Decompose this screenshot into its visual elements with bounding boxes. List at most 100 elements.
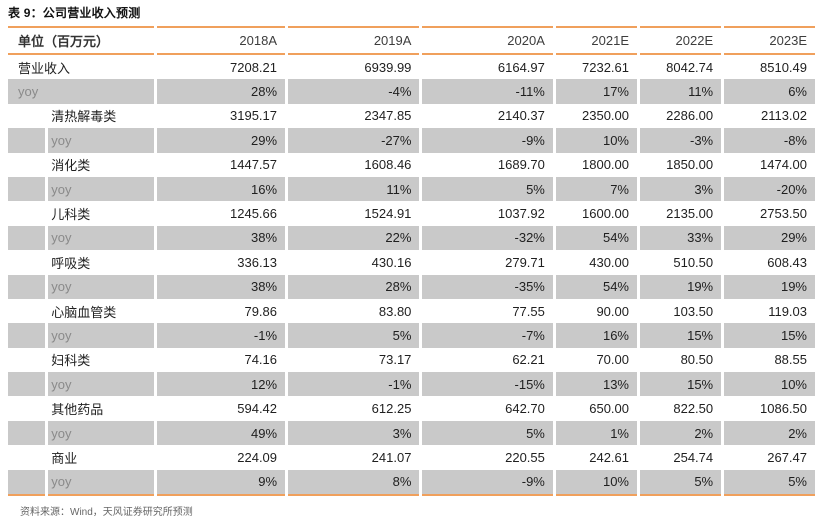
row-label: 呼吸类 xyxy=(48,250,154,275)
yoy-row: yoy 38% 22% -32% 54% 33% 29% xyxy=(8,225,815,251)
value-cell: 2113.02 xyxy=(724,103,815,129)
indent-cell xyxy=(8,347,46,373)
value-row: 清热解毒类 3195.17 2347.85 2140.37 2350.00 2286.00… xyxy=(8,103,815,129)
value-cell: 224.09 xyxy=(156,445,286,470)
value-cell: 6164.97 xyxy=(422,55,553,80)
value-cell: 1447.57 xyxy=(156,152,286,177)
value-cell: 241.07 xyxy=(288,445,420,470)
yoy-row: yoy 49% 3% 5% 1% 2% 2% xyxy=(8,420,815,446)
row-label: 营业收入 xyxy=(8,55,154,80)
header-row: 单位（百万元） 2018A 2019A 2020A 2021E 2022E 20… xyxy=(8,26,815,55)
value-cell: 267.47 xyxy=(724,445,815,470)
value-cell: -8% xyxy=(724,128,815,153)
column-header-2023e: 2023E xyxy=(724,26,815,55)
value-cell: 5% xyxy=(422,420,553,446)
value-cell: 1850.00 xyxy=(640,152,722,177)
value-cell: 17% xyxy=(555,79,637,104)
value-cell: 7232.61 xyxy=(555,55,637,80)
value-cell: 2% xyxy=(724,420,815,446)
row-label: 妇科类 xyxy=(48,347,154,373)
indent-cell xyxy=(8,372,46,397)
value-row: 呼吸类 336.13 430.16 279.71 430.00 510.50 608.43 xyxy=(8,250,815,275)
row-label: 消化类 xyxy=(48,152,154,177)
value-cell: 1245.66 xyxy=(156,201,286,226)
value-cell: 29% xyxy=(156,128,286,153)
row-label: yoy xyxy=(48,274,154,299)
value-cell: -1% xyxy=(156,323,286,348)
value-cell: 19% xyxy=(640,274,722,299)
value-cell: 103.50 xyxy=(640,298,722,324)
row-label: yoy xyxy=(48,128,154,153)
row-label: yoy xyxy=(48,225,154,251)
value-cell: 5% xyxy=(640,469,722,497)
value-cell: 279.71 xyxy=(422,250,553,275)
yoy-row: yoy 38% 28% -35% 54% 19% 19% xyxy=(8,274,815,299)
source-note: 资料来源：Wind，天风证券研究所预测 xyxy=(20,507,193,519)
value-cell: -9% xyxy=(422,128,553,153)
value-cell: 88.55 xyxy=(724,347,815,373)
value-cell: 5% xyxy=(422,176,553,202)
value-cell: 1524.91 xyxy=(288,201,420,226)
value-cell: 10% xyxy=(555,469,637,497)
value-cell: 28% xyxy=(288,274,420,299)
row-label: yoy xyxy=(48,323,154,348)
value-cell: -15% xyxy=(422,372,553,397)
value-cell: 1600.00 xyxy=(555,201,637,226)
row-label: yoy xyxy=(48,420,154,446)
value-cell: 430.16 xyxy=(288,250,420,275)
value-row: 营业收入 7208.21 6939.99 6164.97 7232.61 8042.74 8… xyxy=(8,55,815,80)
value-cell: 2% xyxy=(640,420,722,446)
value-cell: 33% xyxy=(640,225,722,251)
indent-cell xyxy=(8,323,46,348)
value-cell: 54% xyxy=(555,225,637,251)
value-cell: 83.80 xyxy=(288,298,420,324)
value-cell: 5% xyxy=(288,323,420,348)
value-cell: -32% xyxy=(422,225,553,251)
value-cell: 79.86 xyxy=(156,298,286,324)
indent-cell xyxy=(8,298,46,324)
value-cell: 2347.85 xyxy=(288,103,420,129)
value-cell: 220.55 xyxy=(422,445,553,470)
value-cell: 8042.74 xyxy=(640,55,722,80)
indent-cell xyxy=(8,225,46,251)
value-cell: 242.61 xyxy=(555,445,637,470)
value-cell: 7% xyxy=(555,176,637,202)
value-cell: -9% xyxy=(422,469,553,497)
indent-cell xyxy=(8,176,46,202)
value-row: 商业 224.09 241.07 220.55 242.61 254.74 267.47 xyxy=(8,445,815,470)
value-row: 心脑血管类 79.86 83.80 77.55 90.00 103.50 119.03 xyxy=(8,298,815,324)
value-cell: 1086.50 xyxy=(724,396,815,421)
value-cell: 1689.70 xyxy=(422,152,553,177)
value-cell: 11% xyxy=(288,176,420,202)
column-header-unit: 单位（百万元） xyxy=(8,26,154,55)
value-cell: -20% xyxy=(724,176,815,202)
column-header-2020a: 2020A xyxy=(422,26,553,55)
value-cell: 70.00 xyxy=(555,347,637,373)
value-cell: -3% xyxy=(640,128,722,153)
value-cell: 62.21 xyxy=(422,347,553,373)
column-header-2022e: 2022E xyxy=(640,26,722,55)
value-cell: 642.70 xyxy=(422,396,553,421)
value-cell: -4% xyxy=(288,79,420,104)
row-label: 商业 xyxy=(48,445,154,470)
value-cell: -11% xyxy=(422,79,553,104)
value-cell: 594.42 xyxy=(156,396,286,421)
value-cell: 9% xyxy=(156,469,286,497)
value-cell: 12% xyxy=(156,372,286,397)
value-cell: 54% xyxy=(555,274,637,299)
value-cell: -35% xyxy=(422,274,553,299)
value-cell: 22% xyxy=(288,225,420,251)
value-cell: 2140.37 xyxy=(422,103,553,129)
value-cell: 90.00 xyxy=(555,298,637,324)
value-row: 其他药品 594.42 612.25 642.70 650.00 822.50 1086.5… xyxy=(8,396,815,421)
value-cell: 336.13 xyxy=(156,250,286,275)
value-cell: 1474.00 xyxy=(724,152,815,177)
value-cell: 3% xyxy=(288,420,420,446)
yoy-row: yoy 9% 8% -9% 10% 5% 5% xyxy=(8,469,815,497)
column-header-2021e: 2021E xyxy=(555,26,637,55)
row-label: yoy xyxy=(48,176,154,202)
value-cell: 73.17 xyxy=(288,347,420,373)
value-cell: 13% xyxy=(555,372,637,397)
value-cell: 74.16 xyxy=(156,347,286,373)
value-cell: 29% xyxy=(724,225,815,251)
